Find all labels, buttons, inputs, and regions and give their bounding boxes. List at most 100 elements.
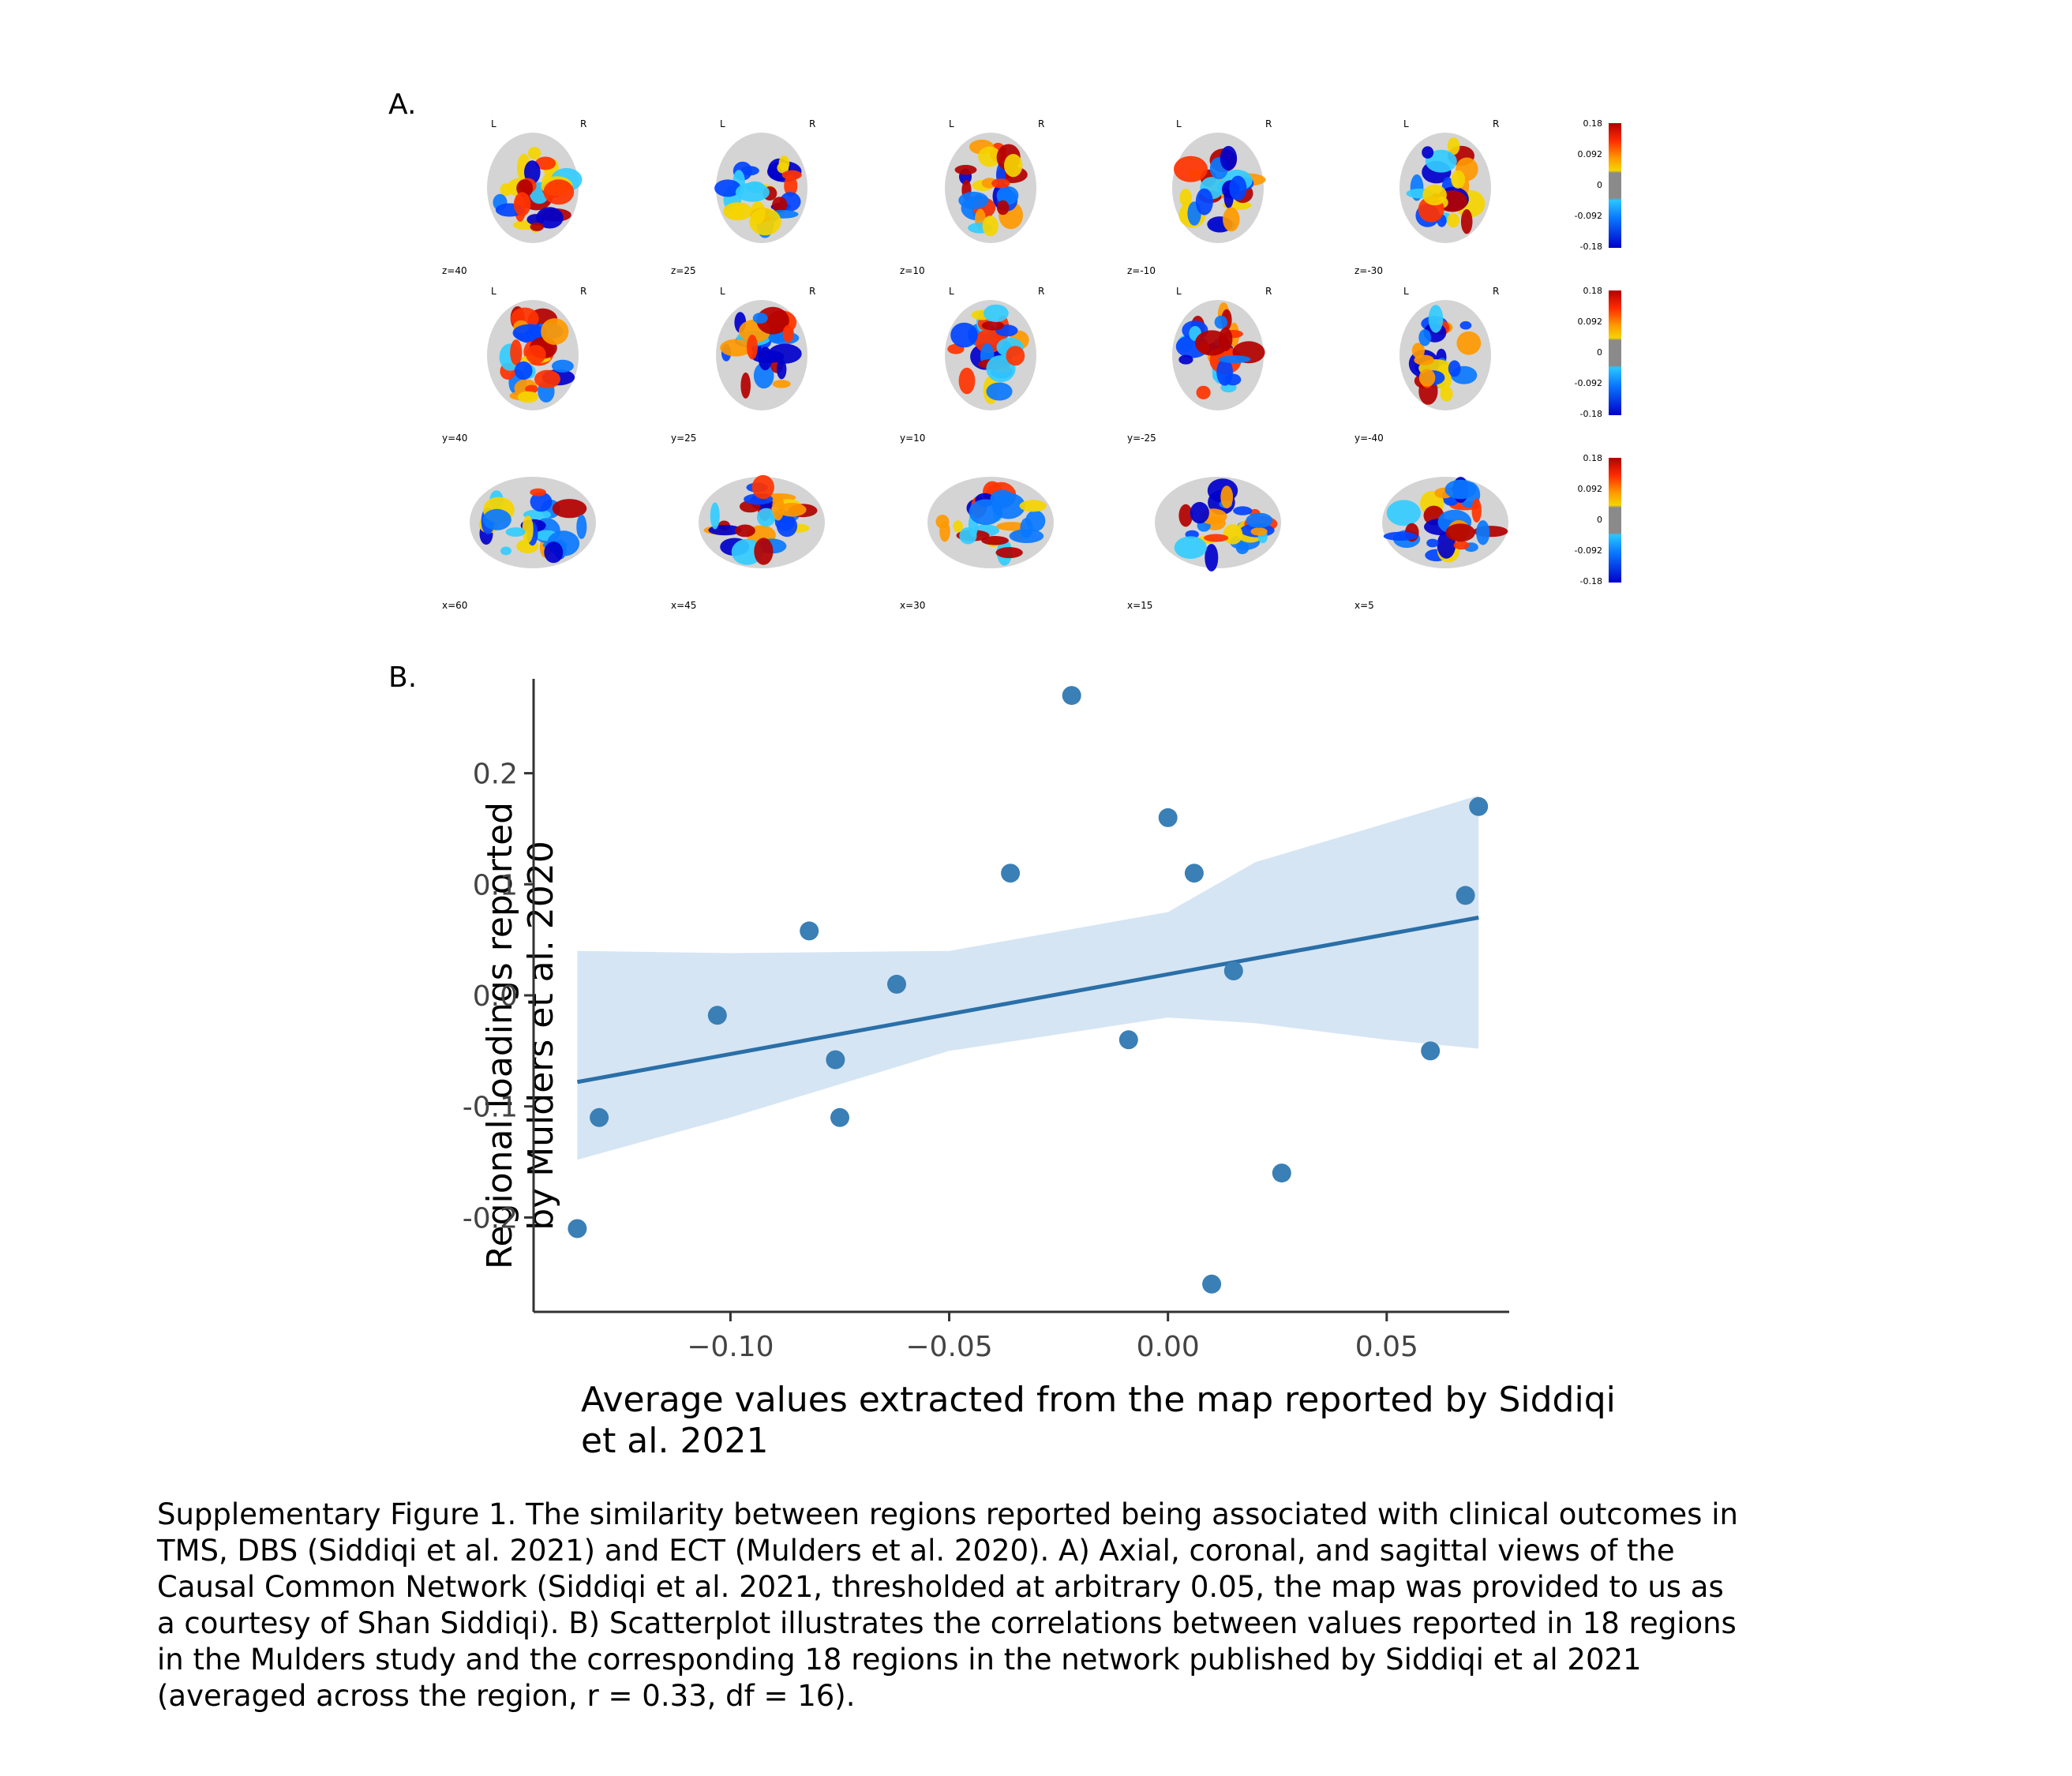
- orientation-right-label: R: [1038, 118, 1045, 129]
- activation-blob: [1246, 512, 1273, 528]
- orientation-left-label: L: [720, 286, 725, 297]
- activation-blob: [1229, 175, 1247, 201]
- brain-slice-sagittal-2: LRx=30: [900, 453, 1105, 611]
- orientation-left-label: L: [491, 118, 496, 129]
- slice-coordinate-label: x=45: [671, 600, 697, 611]
- activation-blob: [758, 347, 773, 371]
- orientation-left-label: L: [1403, 286, 1409, 297]
- data-point: [830, 1107, 849, 1127]
- orientation-right-label: R: [1038, 286, 1045, 297]
- activation-blob: [543, 179, 575, 205]
- y-tick-label: 0.0: [473, 980, 518, 1013]
- activation-blob: [1451, 170, 1466, 189]
- caption-line: (averaged across the region, r = 0.33, d…: [157, 1679, 856, 1713]
- figure-caption: Supplementary Figure 1. The similarity b…: [157, 1497, 1854, 1714]
- caption-line: in the Mulders study and the correspondi…: [157, 1643, 1642, 1677]
- data-point: [1456, 886, 1475, 905]
- activation-blob: [991, 178, 1010, 189]
- activation-blob: [745, 181, 765, 193]
- activation-blob: [1383, 531, 1418, 541]
- activation-blob: [541, 318, 569, 345]
- activation-blob: [1471, 498, 1482, 523]
- slice-coordinate-label: y=10: [900, 433, 926, 444]
- brain-map-image: [487, 133, 583, 243]
- orientation-left-label: L: [949, 286, 954, 297]
- brain-map-image: [487, 300, 579, 410]
- activation-blob: [996, 185, 1019, 205]
- activation-blob: [530, 492, 553, 512]
- activation-blob: [729, 204, 744, 219]
- activation-blob: [1195, 188, 1213, 215]
- activation-blob: [981, 536, 1009, 545]
- activation-blob: [552, 499, 587, 519]
- activation-blob: [535, 156, 556, 170]
- activation-blob: [754, 538, 774, 565]
- slice-coordinate-label: z=40: [442, 265, 467, 276]
- activation-blob: [1411, 343, 1425, 358]
- colorbar-gradient: [1609, 290, 1621, 415]
- activation-blob: [1447, 137, 1460, 155]
- activation-blob: [526, 345, 546, 364]
- activation-blob: [536, 207, 564, 229]
- brain-map-image: [1155, 477, 1281, 571]
- activation-blob: [935, 515, 950, 529]
- slice-coordinate-label: y=25: [671, 433, 697, 444]
- activation-blob: [740, 372, 751, 399]
- slice-coordinate-label: x=30: [900, 600, 926, 611]
- caption-line: Supplementary Figure 1. The similarity b…: [157, 1497, 1738, 1531]
- orientation-right-label: R: [809, 286, 816, 297]
- x-tick-label: 0.05: [1355, 1331, 1418, 1358]
- activation-blob: [1422, 146, 1434, 159]
- orientation-right-label: R: [1265, 286, 1272, 297]
- activation-blob: [505, 527, 526, 537]
- data-point: [800, 921, 819, 941]
- activation-blob: [958, 367, 976, 395]
- colorbar-tick-label: -0.18: [1579, 576, 1602, 586]
- colorbar-tick-label: 0.092: [1577, 484, 1603, 494]
- brain-slice-sagittal-4: LRx=5: [1354, 453, 1560, 611]
- colorbar-tick-label: 0.18: [1583, 453, 1603, 463]
- activation-blob: [1422, 184, 1447, 206]
- data-point: [1272, 1163, 1291, 1183]
- activation-blob: [756, 508, 776, 527]
- activation-blob: [1179, 189, 1192, 207]
- slice-coordinate-label: x=60: [442, 600, 468, 611]
- activation-blob: [749, 208, 781, 236]
- activation-blob: [752, 313, 768, 324]
- activation-blob: [982, 215, 999, 237]
- activation-blob: [969, 499, 1003, 526]
- orientation-right-label: R: [809, 118, 816, 129]
- activation-blob: [510, 339, 523, 365]
- y-tick-label: 0.2: [473, 759, 518, 791]
- activation-blob: [953, 520, 963, 533]
- colorbar-tick-label: 0.092: [1577, 317, 1603, 327]
- activation-blob: [1204, 534, 1229, 542]
- activation-blob: [1224, 373, 1242, 386]
- activation-blob: [958, 191, 989, 209]
- colorbar-tick-label: 0: [1597, 347, 1602, 358]
- activation-blob: [747, 335, 758, 360]
- activation-blob: [753, 362, 774, 389]
- activation-blob: [720, 339, 752, 357]
- activation-blob: [1006, 346, 1025, 366]
- activation-blob: [1220, 145, 1238, 170]
- colorbar-gradient: [1609, 458, 1621, 583]
- activation-blob: [781, 170, 802, 180]
- data-point: [1202, 1274, 1222, 1294]
- activation-blob: [1250, 527, 1268, 536]
- brain-map-image: [927, 477, 1054, 568]
- activation-blob: [1456, 331, 1482, 355]
- activation-blob: [772, 197, 788, 213]
- colorbar-tick-label: 0: [1597, 515, 1602, 525]
- activation-blob: [990, 489, 1014, 508]
- activation-blob: [954, 164, 977, 175]
- activation-blob: [552, 359, 574, 373]
- activation-blob: [1418, 369, 1436, 387]
- activation-blob: [1214, 315, 1227, 329]
- orientation-right-label: R: [580, 118, 587, 129]
- brain-map-image: [1382, 477, 1508, 568]
- activation-blob: [1223, 207, 1240, 232]
